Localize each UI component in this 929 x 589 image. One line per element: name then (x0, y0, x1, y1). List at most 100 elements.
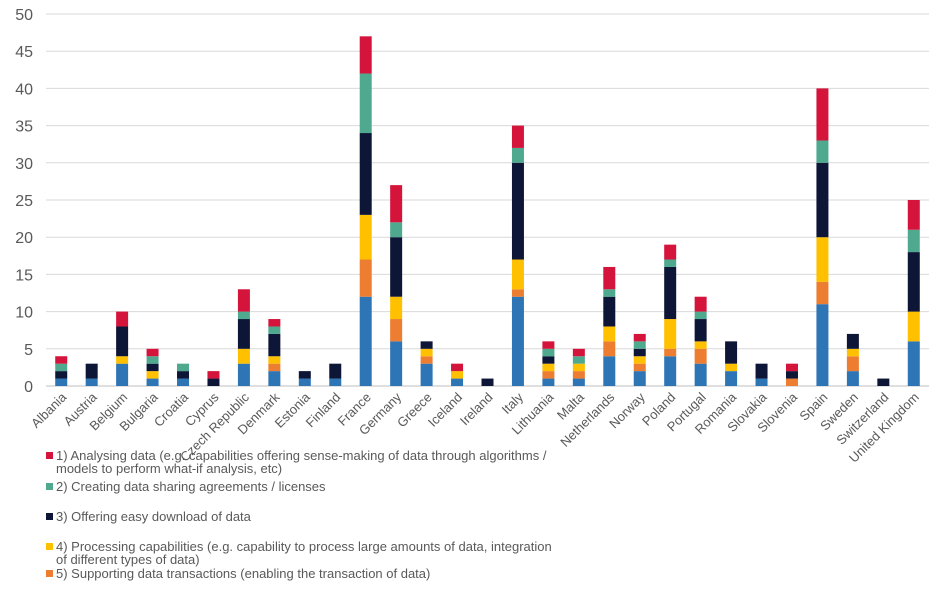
bar-segment (907, 229, 920, 253)
bar-segment (572, 363, 585, 372)
bar-segment (511, 147, 524, 163)
bar-segment (572, 378, 585, 386)
bar-segment (542, 378, 555, 386)
bar-segment (664, 266, 677, 320)
bar-segment (907, 200, 920, 230)
bar-segment (146, 363, 159, 372)
y-tick-label: 35 (15, 119, 33, 136)
x-tick-label: Ireland (457, 390, 496, 429)
bar-segment (329, 363, 342, 379)
bar-segment (116, 356, 129, 364)
bar-segment (207, 371, 220, 379)
bar-segment (542, 356, 555, 364)
bar-segment (146, 378, 159, 386)
legend-label: of different types of data) (56, 552, 200, 567)
bar-segment (694, 311, 707, 320)
bar-segment (907, 252, 920, 312)
bar-segment (785, 371, 798, 379)
bar-segment (572, 356, 585, 364)
bar-segment (846, 348, 859, 357)
bar-segment (177, 363, 190, 372)
bar-segment (390, 319, 403, 342)
bar-segment (816, 162, 829, 238)
bar-segment (329, 378, 342, 386)
y-tick-label: 0 (24, 379, 33, 396)
bar-segment (481, 378, 494, 386)
bar-segment (725, 371, 738, 386)
bar-segment (633, 356, 646, 364)
bar-segment (237, 289, 250, 312)
bar-segment (268, 319, 281, 327)
bar-segment (633, 348, 646, 357)
bar-segment (664, 244, 677, 260)
bar-segment (816, 140, 829, 163)
bar-segment (511, 259, 524, 290)
y-tick-label: 40 (15, 81, 33, 98)
y-axis: 0 5 10 15 20 25 30 35 40 45 50 (15, 7, 33, 396)
legend-label: 4) Processing capabilities (e.g. capabil… (56, 539, 552, 554)
bar-segment (603, 289, 616, 297)
bar-segment (664, 259, 677, 267)
bar-segment (359, 73, 372, 134)
bar-segment (237, 311, 250, 320)
bar-segment (664, 319, 677, 349)
bar-segment (359, 296, 372, 386)
bar-segment (268, 371, 281, 386)
bar-segment (451, 363, 464, 372)
x-tick-label: Albania (28, 389, 70, 431)
legend-label: 3) Offering easy download of data (56, 509, 252, 524)
legend-swatch (46, 513, 53, 520)
bar-segment (816, 88, 829, 141)
bar-segment (420, 348, 433, 357)
bar-segment (85, 378, 98, 386)
x-tick-label: Finland (303, 390, 344, 431)
bar-segment (694, 296, 707, 312)
bar-segment (177, 378, 190, 386)
x-tick-label: Iceland (425, 390, 465, 430)
bar-segment (55, 378, 68, 386)
legend-label: 2) Creating data sharing agreements / li… (56, 479, 326, 494)
y-tick-label: 20 (15, 230, 33, 247)
bar-segment (420, 363, 433, 386)
bar-segment (603, 356, 616, 386)
y-tick-label: 30 (15, 156, 33, 173)
bar-segment (907, 311, 920, 342)
bar-segment (237, 319, 250, 349)
bar-segment (664, 356, 677, 386)
bar-segment (390, 185, 403, 223)
bar-segment (694, 363, 707, 386)
bar-segment (846, 356, 859, 372)
bar-segment (511, 125, 524, 148)
bar-segment (633, 333, 646, 342)
bar-segment (725, 341, 738, 364)
bar-segment (907, 341, 920, 386)
bar-segment (816, 237, 829, 282)
legend: 1) Analysing data (e.g. capabilities off… (46, 448, 552, 581)
bar-segment (542, 371, 555, 379)
bar-segment (694, 319, 707, 342)
bar-segment (633, 363, 646, 372)
bar-segment (298, 371, 311, 379)
bar-segment (572, 371, 585, 379)
bar-segment (511, 289, 524, 297)
bar-segment (390, 341, 403, 386)
bar-segment (298, 378, 311, 386)
bar-segment (511, 162, 524, 260)
bar-segment (572, 348, 585, 357)
bar-segment (237, 348, 250, 364)
bar-segment (785, 363, 798, 372)
bars (55, 36, 920, 386)
bar-segment (420, 356, 433, 364)
bar-segment (146, 356, 159, 364)
bar-segment (420, 341, 433, 349)
bar-segment (359, 133, 372, 215)
bar-segment (268, 333, 281, 357)
y-tick-label: 10 (15, 305, 33, 322)
bar-segment (55, 371, 68, 379)
y-tick-label: 25 (15, 193, 33, 210)
bar-segment (542, 348, 555, 357)
bar-segment (359, 36, 372, 74)
bar-segment (542, 341, 555, 349)
y-tick-label: 50 (15, 7, 33, 24)
